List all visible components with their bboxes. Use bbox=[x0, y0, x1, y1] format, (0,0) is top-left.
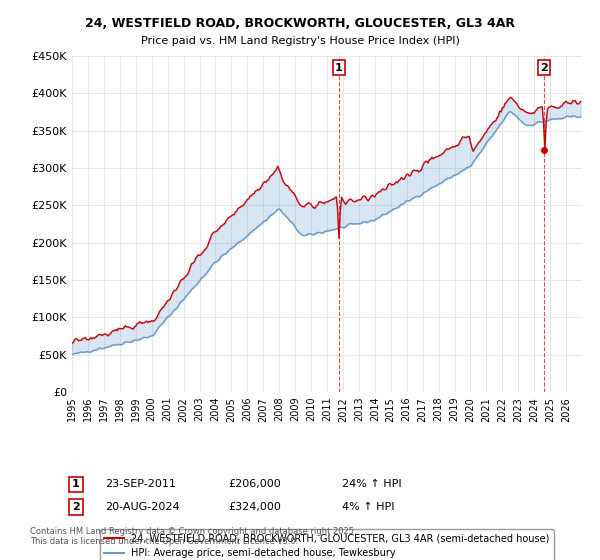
Text: 1: 1 bbox=[72, 479, 80, 489]
Text: 4% ↑ HPI: 4% ↑ HPI bbox=[342, 502, 395, 512]
Text: 24, WESTFIELD ROAD, BROCKWORTH, GLOUCESTER, GL3 4AR: 24, WESTFIELD ROAD, BROCKWORTH, GLOUCEST… bbox=[85, 17, 515, 30]
Text: 20-AUG-2024: 20-AUG-2024 bbox=[105, 502, 179, 512]
Text: £324,000: £324,000 bbox=[228, 502, 281, 512]
Text: 24% ↑ HPI: 24% ↑ HPI bbox=[342, 479, 401, 489]
Text: 1: 1 bbox=[335, 63, 343, 73]
Text: 2: 2 bbox=[541, 63, 548, 73]
Text: 23-SEP-2011: 23-SEP-2011 bbox=[105, 479, 176, 489]
Legend: 24, WESTFIELD ROAD, BROCKWORTH, GLOUCESTER, GL3 4AR (semi-detached house), HPI: : 24, WESTFIELD ROAD, BROCKWORTH, GLOUCEST… bbox=[100, 529, 554, 560]
Text: Price paid vs. HM Land Registry's House Price Index (HPI): Price paid vs. HM Land Registry's House … bbox=[140, 36, 460, 46]
Text: £206,000: £206,000 bbox=[228, 479, 281, 489]
Text: 2: 2 bbox=[72, 502, 80, 512]
Text: Contains HM Land Registry data © Crown copyright and database right 2025.
This d: Contains HM Land Registry data © Crown c… bbox=[30, 526, 356, 546]
